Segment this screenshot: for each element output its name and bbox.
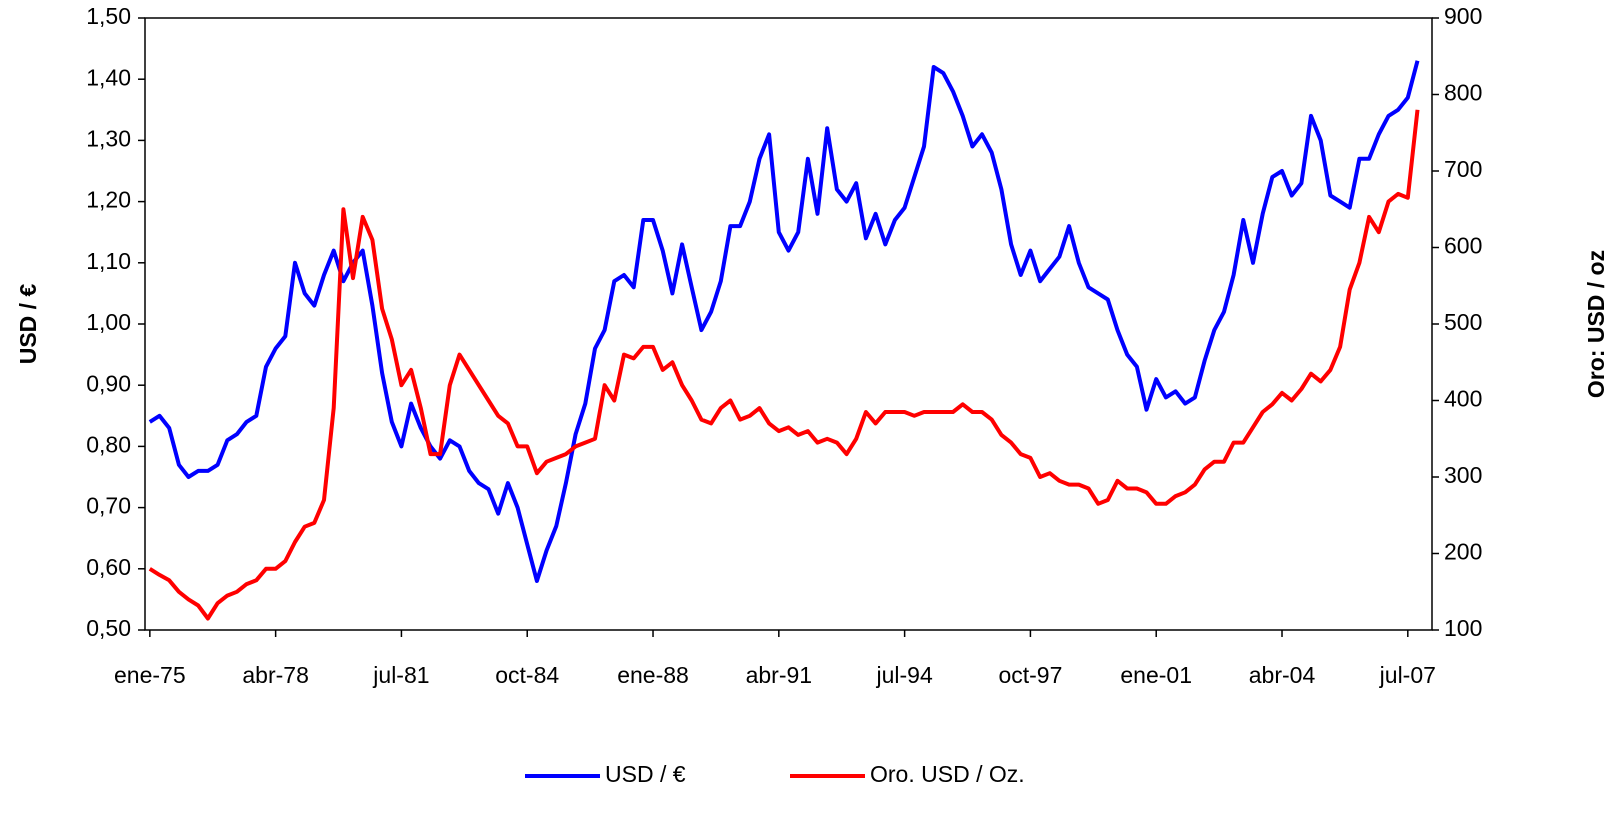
y-tick-label: 0,90: [86, 370, 131, 396]
y-tick-label: 0,80: [86, 431, 131, 457]
y-tick-label: 1,20: [86, 187, 131, 213]
y-tick-label: 1,50: [86, 3, 131, 29]
y2-axis-title: Oro: USD / oz: [1583, 250, 1609, 398]
y2-tick-label: 200: [1444, 539, 1482, 565]
x-tick-label: ene-75: [114, 662, 186, 688]
y2-tick-label: 300: [1444, 462, 1482, 488]
y2-tick-label: 700: [1444, 156, 1482, 182]
y-tick-label: 1,00: [86, 309, 131, 335]
y-tick-label: 0,60: [86, 554, 131, 580]
x-tick-label: jul-94: [875, 662, 932, 688]
y2-tick-label: 900: [1444, 3, 1482, 29]
x-tick-label: jul-81: [372, 662, 429, 688]
y-tick-label: 1,40: [86, 64, 131, 90]
y2-tick-label: 400: [1444, 386, 1482, 412]
y2-tick-label: 800: [1444, 80, 1482, 106]
x-tick-label: abr-04: [1249, 662, 1316, 688]
y-tick-label: 0,70: [86, 493, 131, 519]
series-line: [148, 109, 1420, 621]
y-tick-label: 1,10: [86, 248, 131, 274]
x-tick-label: abr-78: [242, 662, 308, 688]
x-tick-label: oct-97: [998, 662, 1062, 688]
x-tick-label: oct-84: [495, 662, 559, 688]
y2-tick-label: 600: [1444, 233, 1482, 259]
x-tick-label: ene-88: [617, 662, 689, 688]
legend-label: USD / €: [605, 761, 686, 787]
y-tick-label: 1,30: [86, 125, 131, 151]
y2-tick-label: 100: [1444, 615, 1482, 641]
series-line: [148, 60, 1420, 583]
y-axis-title: USD / €: [15, 284, 41, 365]
x-tick-label: ene-01: [1120, 662, 1192, 688]
legend-label: Oro. USD / Oz.: [870, 761, 1025, 787]
x-tick-label: jul-07: [1379, 662, 1436, 688]
x-tick-label: abr-91: [746, 662, 812, 688]
y2-tick-label: 500: [1444, 309, 1482, 335]
y-tick-label: 0,50: [86, 615, 131, 641]
